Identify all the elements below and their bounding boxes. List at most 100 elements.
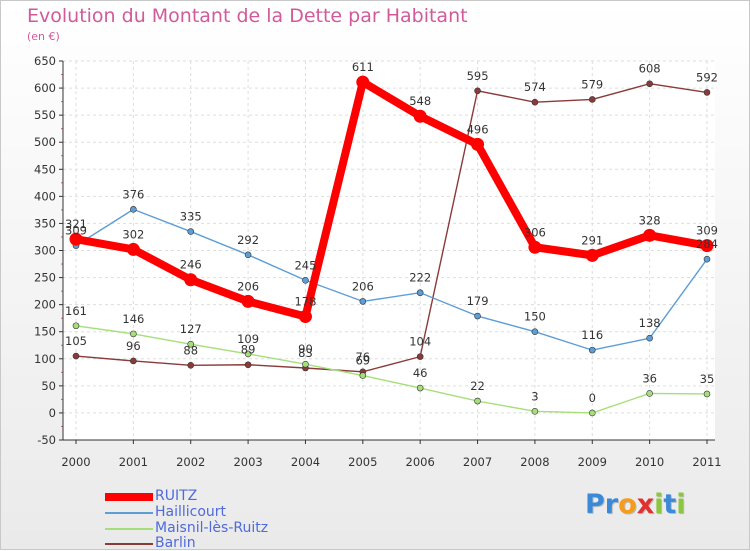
data-point bbox=[302, 276, 309, 284]
data-label: 246 bbox=[180, 258, 202, 272]
logo-letter: P bbox=[585, 489, 605, 520]
data-point bbox=[474, 87, 481, 95]
data-point bbox=[413, 109, 427, 123]
data-point bbox=[646, 390, 653, 397]
data-point bbox=[244, 251, 252, 259]
data-label: 35 bbox=[700, 372, 715, 386]
data-label: 178 bbox=[294, 295, 316, 309]
logo-letter: o bbox=[618, 489, 637, 520]
data-point bbox=[130, 206, 137, 213]
legend-swatch-ruitz bbox=[105, 493, 153, 501]
data-point bbox=[646, 334, 653, 342]
data-point bbox=[356, 75, 370, 89]
data-point bbox=[302, 360, 309, 368]
data-point bbox=[531, 98, 539, 106]
data-label: 76 bbox=[355, 350, 370, 364]
data-point bbox=[646, 80, 653, 88]
legend-label-ruitz: RUITZ bbox=[155, 488, 198, 504]
data-label: 90 bbox=[298, 342, 313, 356]
data-point bbox=[588, 346, 596, 354]
data-point bbox=[474, 312, 481, 320]
data-point bbox=[187, 361, 195, 369]
data-point bbox=[703, 255, 711, 263]
legend-label-maisnil: Maisnil-lès-Ruitz bbox=[155, 520, 269, 536]
data-label: 222 bbox=[409, 271, 431, 285]
data-point bbox=[588, 409, 596, 417]
x-tick-label: 2005 bbox=[348, 455, 377, 469]
data-label: 109 bbox=[237, 332, 259, 346]
data-label: 206 bbox=[352, 279, 374, 293]
x-tick-label: 2008 bbox=[520, 455, 549, 469]
data-label: 127 bbox=[180, 322, 202, 336]
data-point bbox=[72, 352, 80, 360]
y-tick-label: 200 bbox=[34, 298, 56, 312]
logo-letter: x bbox=[636, 489, 655, 520]
x-tick-label: 2010 bbox=[635, 455, 664, 469]
series-line bbox=[75, 83, 708, 373]
y-tick-label: 450 bbox=[34, 162, 56, 176]
x-tick-label: 2001 bbox=[119, 455, 148, 469]
x-tick-label: 2000 bbox=[61, 455, 90, 469]
data-label: 105 bbox=[65, 334, 87, 348]
data-label: 116 bbox=[581, 328, 603, 342]
data-label: 150 bbox=[524, 310, 546, 324]
data-label: 291 bbox=[581, 233, 603, 247]
data-label: 46 bbox=[413, 366, 428, 380]
data-label: 611 bbox=[352, 60, 374, 74]
legend-swatch-maisnil bbox=[105, 528, 153, 530]
y-tick-label: 100 bbox=[34, 352, 56, 366]
legend-swatch-haillicourt bbox=[105, 512, 153, 514]
data-point bbox=[703, 390, 711, 398]
y-tick-label: 0 bbox=[49, 406, 56, 420]
data-label: 306 bbox=[524, 225, 546, 239]
y-tick-label: 400 bbox=[34, 189, 56, 203]
y-tick-label: 550 bbox=[34, 108, 56, 122]
proxiti-logo: Proxiti bbox=[585, 489, 686, 520]
data-label: 22 bbox=[470, 379, 485, 393]
y-tick-label: 250 bbox=[34, 271, 56, 285]
data-label: 579 bbox=[581, 77, 603, 91]
data-point bbox=[416, 353, 424, 360]
data-label: 83 bbox=[298, 346, 313, 360]
data-label: 284 bbox=[696, 237, 718, 251]
data-label: 309 bbox=[65, 224, 87, 238]
data-label: 302 bbox=[122, 227, 144, 241]
logo-letter: t bbox=[663, 489, 677, 520]
data-point bbox=[528, 240, 542, 254]
x-tick-label: 2011 bbox=[692, 455, 721, 469]
data-label: 335 bbox=[180, 210, 202, 224]
data-label: 328 bbox=[639, 213, 661, 227]
chart-unit-label: (en €) bbox=[27, 30, 60, 43]
data-point bbox=[643, 228, 657, 242]
data-label: 179 bbox=[467, 294, 489, 308]
data-label: 96 bbox=[126, 339, 141, 353]
data-point bbox=[130, 330, 137, 338]
data-label: 574 bbox=[524, 80, 546, 94]
x-tick-label: 2006 bbox=[406, 455, 435, 469]
data-point bbox=[244, 361, 252, 369]
data-label: 496 bbox=[467, 122, 489, 136]
y-tick-label: 50 bbox=[41, 379, 56, 393]
x-tick-label: 2004 bbox=[291, 455, 320, 469]
data-label: 89 bbox=[241, 343, 256, 357]
series-line bbox=[75, 325, 708, 414]
data-label: 595 bbox=[467, 69, 489, 83]
data-label: 292 bbox=[237, 233, 259, 247]
data-label: 548 bbox=[409, 94, 431, 108]
data-label: 161 bbox=[65, 304, 87, 318]
y-tick-label: 350 bbox=[34, 216, 56, 230]
series-maisnil-l-s-ruitz bbox=[72, 322, 711, 417]
legend-swatch-barlin bbox=[105, 543, 153, 545]
y-tick-label: 150 bbox=[34, 325, 56, 339]
data-label: 0 bbox=[589, 391, 596, 405]
data-point bbox=[700, 239, 714, 253]
chart-title: Evolution du Montant de la Dette par Hab… bbox=[27, 5, 468, 27]
data-label: 138 bbox=[639, 316, 661, 330]
data-point bbox=[474, 397, 481, 405]
data-point bbox=[244, 350, 252, 358]
data-label: 608 bbox=[639, 62, 661, 76]
series-ruitz bbox=[69, 75, 714, 324]
data-label: 104 bbox=[409, 335, 431, 349]
data-label: 245 bbox=[294, 258, 316, 272]
data-point bbox=[703, 89, 711, 96]
